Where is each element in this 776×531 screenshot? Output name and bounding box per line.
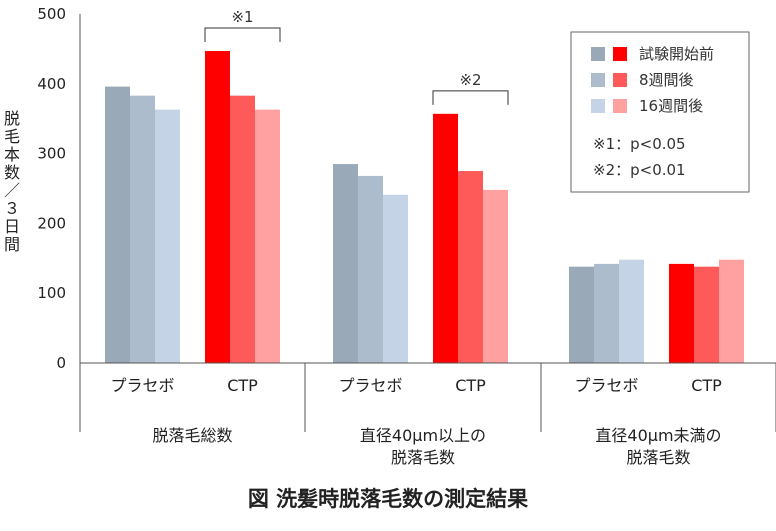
bar — [458, 171, 483, 363]
group-label: 脱落毛数 — [391, 448, 455, 467]
y-tick-label: 200 — [37, 214, 66, 232]
legend-label: 試験開始前 — [639, 45, 714, 63]
significance-brackets: ※1 ※2 — [204, 8, 509, 105]
y-axis-title-char: 数 — [4, 163, 20, 182]
legend-label: 8週間後 — [639, 71, 694, 89]
legend-swatch — [591, 47, 605, 61]
bar — [433, 113, 458, 364]
bar — [130, 95, 155, 363]
y-axis-title-char: 毛 — [4, 127, 20, 146]
significance-bracket — [204, 27, 281, 42]
legend-note: ※1：p<0.05 — [593, 135, 686, 153]
y-tick-label: 300 — [37, 145, 66, 163]
legend: 試験開始前 8週間後 16週間後 ※1：p<0.05 ※2：p<0.01 — [570, 31, 750, 193]
legend-note: ※2：p<0.01 — [593, 161, 686, 179]
legend-swatch — [613, 99, 627, 113]
group-label: 直径40μm以上の — [360, 426, 486, 445]
y-tick-label: 0 — [56, 354, 66, 372]
group-label: 直径40μm未満の — [595, 426, 721, 445]
category-label: CTP — [455, 376, 486, 395]
bar — [105, 86, 130, 363]
group-label: 脱落毛総数 — [152, 426, 232, 445]
group-label: 脱落毛数 — [626, 448, 690, 467]
y-axis-title-char: 本 — [4, 145, 20, 164]
bar — [255, 109, 280, 363]
category-label: プラセボ — [574, 376, 638, 395]
significance-label: ※1 — [231, 8, 253, 26]
legend-swatch — [613, 47, 627, 61]
axes — [79, 14, 776, 432]
legend-label: 16週間後 — [639, 97, 703, 115]
y-axis-title-char: 間 — [4, 235, 20, 254]
y-tick-label: 100 — [37, 284, 66, 302]
y-axis-title-char: 脱 — [4, 109, 20, 128]
y-axis-ticks: 0 100 200 300 400 500 — [37, 5, 66, 372]
bar — [358, 175, 383, 363]
category-label: CTP — [227, 376, 258, 395]
legend-swatch — [613, 73, 627, 87]
bar — [230, 95, 255, 363]
bar — [155, 109, 180, 363]
figure-caption: 図 洗髪時脱落毛数の測定結果 — [247, 487, 529, 511]
bar — [383, 194, 408, 363]
bar — [719, 259, 744, 363]
category-label: プラセボ — [338, 376, 402, 395]
y-tick-label: 500 — [37, 5, 66, 23]
bars — [105, 50, 744, 364]
legend-swatch — [591, 99, 605, 113]
legend-swatch — [591, 73, 605, 87]
y-tick-label: 400 — [37, 75, 66, 93]
y-axis-title-char: ３ — [4, 199, 20, 218]
bar — [594, 263, 619, 363]
category-label: CTP — [691, 376, 722, 395]
y-axis-title-char: 日 — [4, 217, 20, 236]
bar — [483, 189, 508, 363]
bar — [619, 259, 644, 363]
bar — [694, 266, 719, 363]
significance-label: ※2 — [459, 71, 481, 89]
bar — [569, 266, 594, 363]
category-label: プラセボ — [110, 376, 174, 395]
bar — [205, 50, 230, 364]
significance-bracket — [432, 90, 509, 105]
bar — [333, 164, 358, 363]
bar — [669, 263, 694, 363]
y-axis-title-char: ／ — [4, 181, 20, 200]
